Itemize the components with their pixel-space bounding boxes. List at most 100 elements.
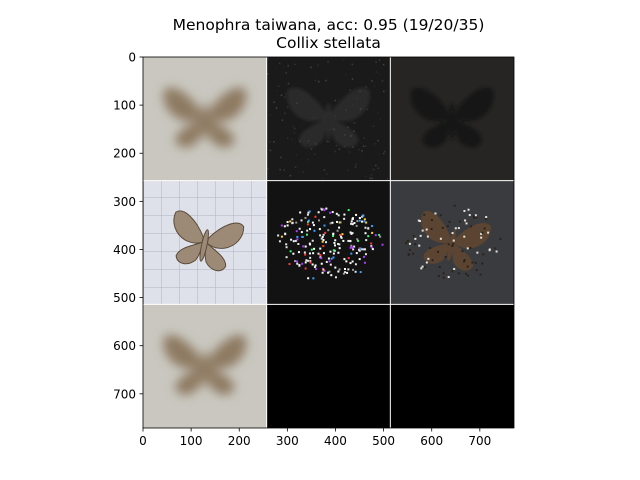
chart-title: Menophra taiwana, acc: 0.95 (19/20/35) <box>172 16 485 34</box>
pixel-mark <box>298 263 301 266</box>
pixel-mark <box>466 265 469 268</box>
pixel-mark <box>349 240 352 243</box>
pixel-mark <box>420 267 423 270</box>
noise-pixel <box>286 106 289 108</box>
pixel-mark <box>300 231 303 234</box>
pixel-mark <box>360 248 363 251</box>
pixel-mark <box>332 256 335 259</box>
pixel-mark <box>286 221 289 224</box>
noise-pixel <box>314 143 317 145</box>
pixel-mark <box>350 232 353 235</box>
pixel-mark <box>434 212 437 215</box>
pixel-mark <box>351 217 354 220</box>
pixel-mark <box>298 227 301 230</box>
noise-pixel <box>386 177 389 180</box>
pixel-mark <box>323 216 326 219</box>
pixel-mark <box>485 216 488 219</box>
pixel-mark <box>330 274 333 277</box>
pixel-mark <box>339 221 342 224</box>
pixel-mark <box>337 242 340 245</box>
pixel-mark <box>451 245 454 248</box>
pixel-mark <box>381 243 384 246</box>
noise-pixel <box>356 97 358 100</box>
pixel-mark <box>463 260 466 263</box>
pixel-mark <box>350 222 353 225</box>
pixel-mark <box>305 233 308 236</box>
pixel-mark <box>314 264 317 267</box>
image-cell <box>143 180 267 305</box>
pixel-mark <box>311 221 314 224</box>
noise-pixel <box>359 90 361 93</box>
pixel-mark <box>342 272 345 275</box>
noise-pixel <box>373 85 376 88</box>
pixel-mark <box>322 245 325 248</box>
noise-pixel <box>280 94 283 96</box>
pixel-mark <box>345 260 348 263</box>
pixel-mark <box>447 276 450 279</box>
pixel-mark <box>332 249 335 252</box>
pixel-mark <box>464 219 467 222</box>
pixel-mark <box>463 235 466 238</box>
pixel-mark <box>361 215 364 218</box>
noise-pixel <box>286 137 289 140</box>
pixel-mark <box>481 231 484 234</box>
noise-pixel <box>369 177 371 179</box>
chart-subtitle: Collix stellata <box>276 34 381 52</box>
noise-pixel <box>275 107 278 109</box>
pixel-mark <box>499 237 502 240</box>
pixel-mark <box>333 244 336 247</box>
pixel-mark <box>476 251 479 254</box>
pixel-mark <box>306 213 309 216</box>
pixel-mark <box>365 221 368 224</box>
noise-pixel <box>307 158 309 161</box>
noise-pixel <box>343 134 346 136</box>
pixel-mark <box>378 233 381 236</box>
noise-pixel <box>353 130 355 132</box>
noise-pixel <box>342 58 345 61</box>
y-tick-label: 200 <box>113 147 136 161</box>
noise-pixel <box>322 177 324 180</box>
pixel-mark <box>414 243 417 246</box>
pixel-mark <box>317 252 320 255</box>
pixel-mark <box>292 252 295 255</box>
noise-pixel <box>269 141 271 143</box>
pixel-mark <box>323 224 326 227</box>
noise-pixel <box>277 85 280 87</box>
noise-pixel <box>310 66 312 69</box>
pixel-mark <box>359 271 362 274</box>
pixel-mark <box>320 237 323 240</box>
pixel-mark <box>354 263 357 266</box>
pixel-mark <box>351 246 354 249</box>
pixel-mark <box>465 222 468 225</box>
pixel-mark <box>475 269 478 272</box>
image-cell <box>266 304 391 428</box>
pixel-mark <box>355 224 358 227</box>
pixel-mark <box>356 239 359 242</box>
pixel-mark <box>463 209 466 212</box>
noise-pixel <box>341 85 344 87</box>
noise-pixel <box>283 96 286 98</box>
pixel-mark <box>284 232 287 235</box>
noise-pixel <box>306 143 309 146</box>
noise-pixel <box>325 79 327 82</box>
pixel-mark <box>427 257 430 260</box>
noise-pixel <box>348 151 351 153</box>
pixel-mark <box>358 258 361 261</box>
pixel-mark <box>464 272 467 275</box>
pixel-mark <box>277 234 280 237</box>
pixel-mark <box>419 234 422 237</box>
pixel-mark <box>330 257 333 260</box>
pixel-mark <box>480 236 483 239</box>
noise-pixel <box>276 58 279 60</box>
noise-pixel <box>299 125 302 127</box>
noise-pixel <box>384 150 386 153</box>
noise-pixel <box>307 140 310 142</box>
pixel-mark <box>474 261 477 264</box>
noise-pixel <box>267 57 269 60</box>
noise-pixel <box>316 75 318 78</box>
pixel-mark <box>442 272 445 275</box>
noise-pixel <box>378 72 380 75</box>
noise-pixel <box>354 166 357 168</box>
pixel-mark <box>306 259 309 262</box>
pixel-mark <box>327 229 330 232</box>
